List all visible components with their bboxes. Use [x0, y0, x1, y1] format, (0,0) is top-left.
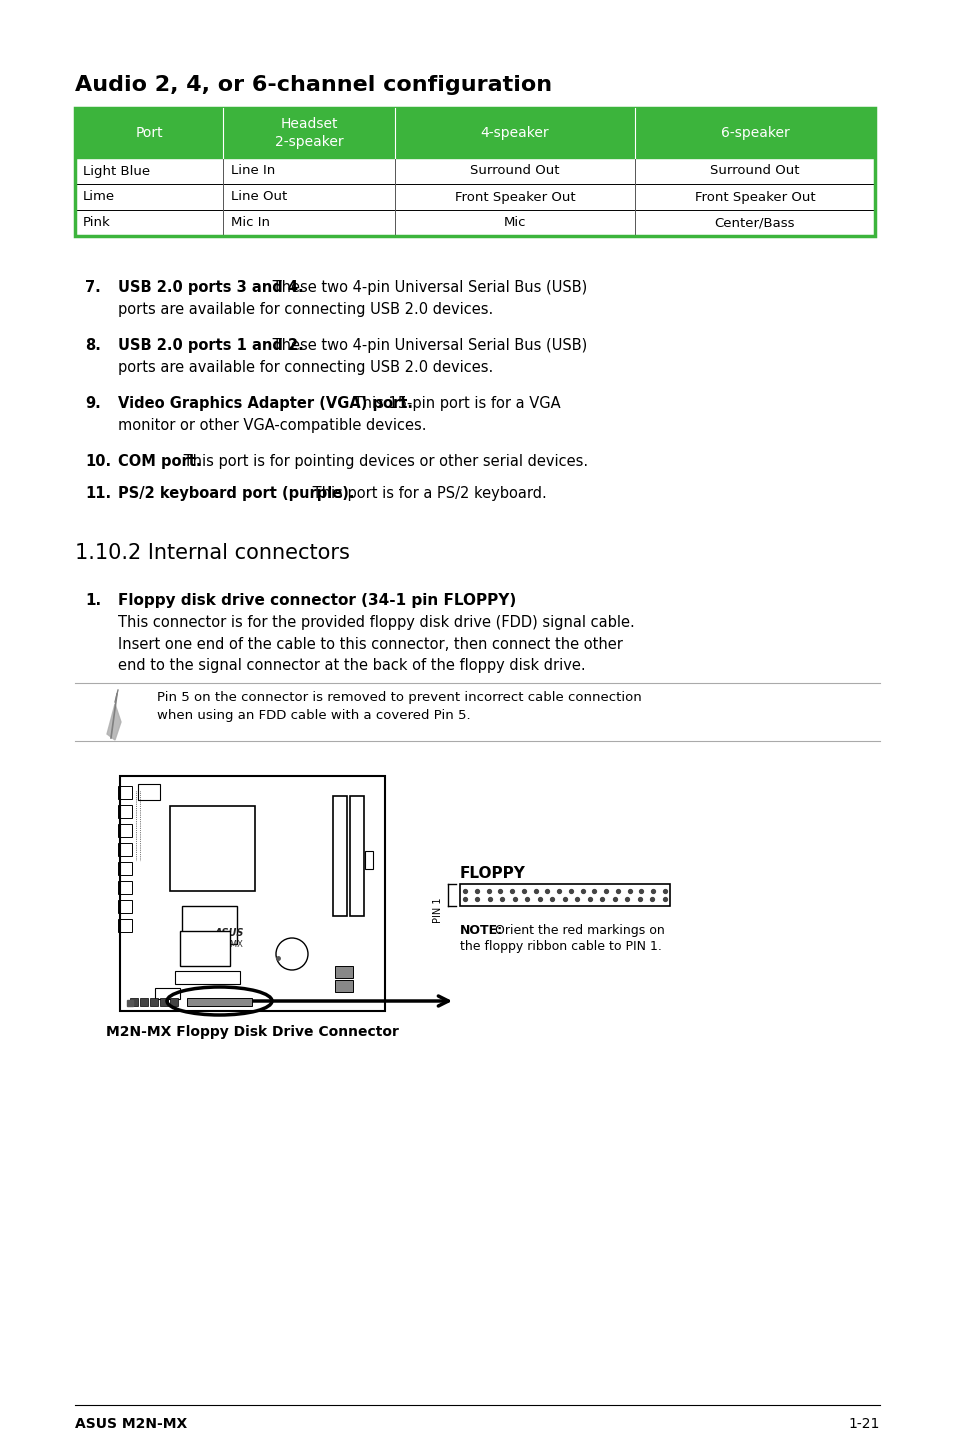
- Text: Floppy disk drive connector (34-1 pin FLOPPY): Floppy disk drive connector (34-1 pin FL…: [118, 592, 516, 608]
- Text: 6-speaker: 6-speaker: [720, 127, 788, 139]
- Text: M2N-MX: M2N-MX: [208, 940, 243, 949]
- Bar: [170, 807, 254, 892]
- Text: These two 4-pin Universal Serial Bus (USB): These two 4-pin Universal Serial Bus (US…: [268, 280, 586, 295]
- Text: This port is for pointing devices or other serial devices.: This port is for pointing devices or oth…: [179, 454, 588, 469]
- Bar: [333, 797, 347, 916]
- Text: Audio 2, 4, or 6-channel configuration: Audio 2, 4, or 6-channel configuration: [75, 75, 552, 95]
- Text: Front Speaker Out: Front Speaker Out: [694, 190, 815, 204]
- Bar: [138, 784, 160, 800]
- Text: PIN 1: PIN 1: [433, 897, 442, 923]
- Bar: [75, 158, 874, 236]
- Text: 1.: 1.: [85, 592, 101, 608]
- Text: ports are available for connecting USB 2.0 devices.: ports are available for connecting USB 2…: [118, 302, 493, 316]
- Bar: [150, 998, 158, 1007]
- Bar: [118, 824, 132, 837]
- Text: Video Graphics Adapter (VGA) port.: Video Graphics Adapter (VGA) port.: [118, 395, 413, 411]
- Bar: [75, 108, 874, 158]
- Text: COM port.: COM port.: [118, 454, 201, 469]
- Text: 1-21: 1-21: [848, 1416, 879, 1431]
- Text: Mic: Mic: [503, 217, 526, 230]
- Bar: [160, 998, 168, 1007]
- Text: This 15-pin port is for a VGA: This 15-pin port is for a VGA: [349, 395, 560, 411]
- Bar: [140, 998, 148, 1007]
- Bar: [187, 998, 252, 1007]
- Text: Surround Out: Surround Out: [470, 164, 559, 177]
- Text: 1.10.2 Internal connectors: 1.10.2 Internal connectors: [75, 544, 350, 564]
- Text: This connector is for the provided floppy disk drive (FDD) signal cable.
Insert : This connector is for the provided flopp…: [118, 615, 634, 673]
- Bar: [335, 966, 353, 978]
- Bar: [118, 861, 132, 874]
- Text: Surround Out: Surround Out: [709, 164, 799, 177]
- Bar: [154, 988, 180, 999]
- Text: M2N-MX Floppy Disk Drive Connector: M2N-MX Floppy Disk Drive Connector: [106, 1025, 398, 1040]
- Bar: [170, 998, 178, 1007]
- Text: Center/Bass: Center/Bass: [714, 217, 795, 230]
- Text: 11.: 11.: [85, 486, 111, 500]
- Bar: [365, 851, 373, 869]
- Text: Headset
2-speaker: Headset 2-speaker: [274, 118, 343, 148]
- Bar: [118, 919, 132, 932]
- Text: Pink: Pink: [83, 217, 111, 230]
- Bar: [118, 805, 132, 818]
- Text: FLOPPY: FLOPPY: [459, 866, 525, 881]
- Text: Line In: Line In: [231, 164, 275, 177]
- Bar: [130, 998, 138, 1007]
- Bar: [174, 971, 240, 984]
- Text: monitor or other VGA-compatible devices.: monitor or other VGA-compatible devices.: [118, 418, 426, 433]
- Text: Pin 5 on the connector is removed to prevent incorrect cable connection
when usi: Pin 5 on the connector is removed to pre…: [157, 692, 641, 722]
- Bar: [75, 108, 874, 236]
- Text: the floppy ribbon cable to PIN 1.: the floppy ribbon cable to PIN 1.: [459, 940, 661, 953]
- Bar: [180, 930, 230, 966]
- Bar: [335, 981, 353, 992]
- Text: 8.: 8.: [85, 338, 101, 352]
- Bar: [120, 777, 385, 1011]
- Text: ASUS M2N-MX: ASUS M2N-MX: [75, 1416, 187, 1431]
- Text: Port: Port: [135, 127, 163, 139]
- Bar: [118, 881, 132, 894]
- Bar: [350, 797, 364, 916]
- Text: Mic In: Mic In: [231, 217, 270, 230]
- Text: NOTE:: NOTE:: [459, 925, 502, 938]
- Bar: [118, 900, 132, 913]
- Text: This port is for a PS/2 keyboard.: This port is for a PS/2 keyboard.: [308, 486, 547, 500]
- Text: Lime: Lime: [83, 190, 115, 204]
- Text: USB 2.0 ports 3 and 4.: USB 2.0 ports 3 and 4.: [118, 280, 303, 295]
- Text: Line Out: Line Out: [231, 190, 287, 204]
- Text: Orient the red markings on: Orient the red markings on: [491, 925, 664, 938]
- Text: 10.: 10.: [85, 454, 111, 469]
- Text: Light Blue: Light Blue: [83, 164, 150, 177]
- Text: 9.: 9.: [85, 395, 101, 411]
- Text: 7.: 7.: [85, 280, 101, 295]
- Bar: [118, 787, 132, 800]
- Text: Front Speaker Out: Front Speaker Out: [455, 190, 575, 204]
- Text: PS/2 keyboard port (purple).: PS/2 keyboard port (purple).: [118, 486, 355, 500]
- Text: 4-speaker: 4-speaker: [480, 127, 549, 139]
- Bar: [182, 906, 236, 943]
- Text: USB 2.0 ports 1 and 2.: USB 2.0 ports 1 and 2.: [118, 338, 303, 352]
- Bar: [118, 843, 132, 856]
- Bar: [459, 884, 669, 906]
- Text: ASUS: ASUS: [214, 928, 244, 938]
- Text: These two 4-pin Universal Serial Bus (USB): These two 4-pin Universal Serial Bus (US…: [268, 338, 586, 352]
- Text: ports are available for connecting USB 2.0 devices.: ports are available for connecting USB 2…: [118, 360, 493, 375]
- Polygon shape: [107, 705, 121, 741]
